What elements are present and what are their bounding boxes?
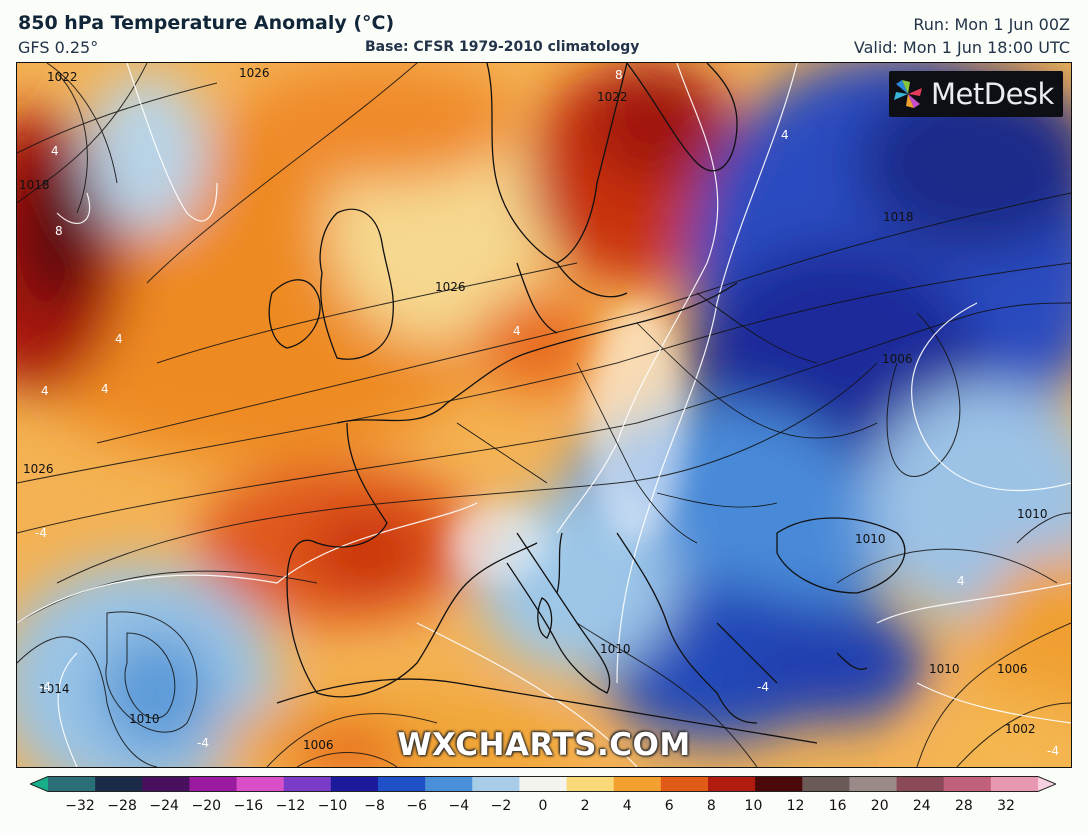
color-scale-cell	[95, 776, 143, 792]
anomaly-label: 4	[101, 382, 109, 396]
color-scale-tick: −2	[490, 798, 512, 814]
color-scale-cell	[802, 776, 851, 792]
anomaly-label: 4	[41, 384, 49, 398]
color-scale-cell	[990, 776, 1039, 792]
color-scale-cell	[566, 776, 615, 792]
color-scale-bar	[30, 776, 1056, 792]
anomaly-label: -4	[757, 680, 769, 694]
anomaly-label: 4	[115, 332, 123, 346]
color-scale-cell	[189, 776, 238, 792]
color-scale-cell	[849, 776, 898, 792]
isobar-label: 1006	[882, 352, 913, 366]
color-scale-tick: 0	[538, 798, 548, 814]
isobar-label: 1010	[600, 642, 631, 656]
color-scale-tick: 12	[786, 798, 805, 814]
color-scale-tick: 8	[706, 798, 716, 814]
color-scale-tick: 16	[828, 798, 847, 814]
color-scale-cell	[236, 776, 285, 792]
color-scale-cell	[896, 776, 945, 792]
color-scale-cell	[142, 776, 191, 792]
color-scale-tick: 32	[997, 798, 1015, 814]
color-scale-cell	[472, 776, 521, 792]
isobar-label: 1006	[303, 738, 334, 752]
anomaly-label: -4	[1047, 744, 1059, 758]
color-scale-ticks: −32 −28 −24 −20 −16 −12 −10 −8 −6 −4 −2 0 2 4 6 8 10 12 16…	[0, 798, 1088, 818]
chart-title: 850 hPa Temperature Anomaly (°C)	[18, 12, 395, 34]
color-scale-tick: −6	[406, 798, 428, 814]
anomaly-labels: 8 4 8 -4 4 4 4 -4 -4 -4 4 -4 4 4	[35, 68, 1059, 758]
color-scale-tick: 20	[870, 798, 889, 814]
color-scale-tick: 28	[954, 798, 973, 814]
color-scale-tick: 2	[580, 798, 590, 814]
anomaly-label: 4	[51, 144, 59, 158]
base-climatology: Base: CFSR 1979-2010 climatology	[365, 39, 640, 55]
color-scale-tick: −8	[364, 798, 385, 814]
color-scale-cell	[519, 776, 568, 792]
color-scale-tick: −32	[65, 798, 95, 814]
color-scale-tick: −10	[317, 798, 348, 814]
isobar-label: 1026	[239, 66, 270, 80]
color-scale-tick: 6	[664, 798, 674, 814]
color-scale-tick: −28	[107, 798, 137, 814]
metdesk-logo: MetDesk	[889, 71, 1063, 117]
color-scale-cell	[283, 776, 332, 792]
color-scale-tick: −4	[448, 798, 470, 814]
color-scale-tick: 10	[744, 798, 763, 814]
isobar-label: 1022	[47, 70, 78, 84]
color-scale-tick: 4	[622, 798, 632, 814]
isobar-label: 1006	[997, 662, 1028, 676]
isobar-label: 1026	[23, 462, 54, 476]
color-scale-min-arrow	[30, 776, 48, 792]
isobar-label: 1026	[435, 280, 466, 294]
isobars	[17, 63, 1071, 767]
anomaly-label: 8	[615, 68, 623, 82]
color-scale-cell	[48, 776, 96, 792]
isobar-label: 1010	[129, 712, 160, 726]
anomaly-label: 8	[55, 224, 63, 238]
isobar-label: 1018	[883, 210, 914, 224]
isobar-label: 1010	[1017, 507, 1048, 521]
model-name: GFS 0.25°	[18, 38, 99, 57]
isobar-label: 1022	[597, 90, 628, 104]
isobar-label: 1018	[19, 178, 50, 192]
isobar-label: 1010	[855, 532, 886, 546]
anomaly-label: -4	[39, 680, 51, 694]
color-scale-tick: −20	[191, 798, 222, 814]
isobar-label: 1014	[39, 682, 70, 696]
color-scale-tick: −24	[149, 798, 179, 814]
color-scale-tick: −12	[275, 798, 306, 814]
color-scale-tick: −16	[233, 798, 264, 814]
run-time: Run: Mon 1 Jun 00Z	[913, 15, 1070, 34]
pinwheel-icon	[894, 80, 922, 108]
watermark: WXCHARTS.COM	[397, 727, 691, 763]
anomaly-label: 4	[957, 574, 965, 588]
anomaly-map[interactable]: 1022 1026 1018 1022 1018 1026 1026 1006 …	[16, 62, 1072, 768]
color-scale-cell	[708, 776, 756, 792]
logo-text: MetDesk	[931, 77, 1054, 111]
isobar-labels: 1022 1026 1018 1022 1018 1026 1026 1006 …	[19, 66, 1048, 752]
isobar-label: 1002	[1005, 722, 1036, 736]
anomaly-label: -4	[35, 526, 47, 540]
color-scale-cell	[660, 776, 709, 792]
color-scale-cell	[330, 776, 379, 792]
isobar-label: 1010	[929, 662, 960, 676]
color-scale-cell	[943, 776, 992, 792]
color-scale-cell	[613, 776, 662, 792]
coastlines	[268, 63, 906, 744]
anomaly-label: -4	[197, 736, 209, 750]
color-scale-cell	[755, 776, 803, 792]
color-scale-cell	[425, 776, 473, 792]
anomaly-contours	[17, 63, 1071, 767]
color-scale-cell	[378, 776, 426, 792]
valid-time: Valid: Mon 1 Jun 18:00 UTC	[853, 38, 1070, 57]
anomaly-label: 4	[513, 324, 521, 338]
color-scale-max-arrow	[1038, 776, 1056, 792]
color-scale-tick: 24	[912, 798, 931, 814]
anomaly-label: 4	[781, 128, 789, 142]
